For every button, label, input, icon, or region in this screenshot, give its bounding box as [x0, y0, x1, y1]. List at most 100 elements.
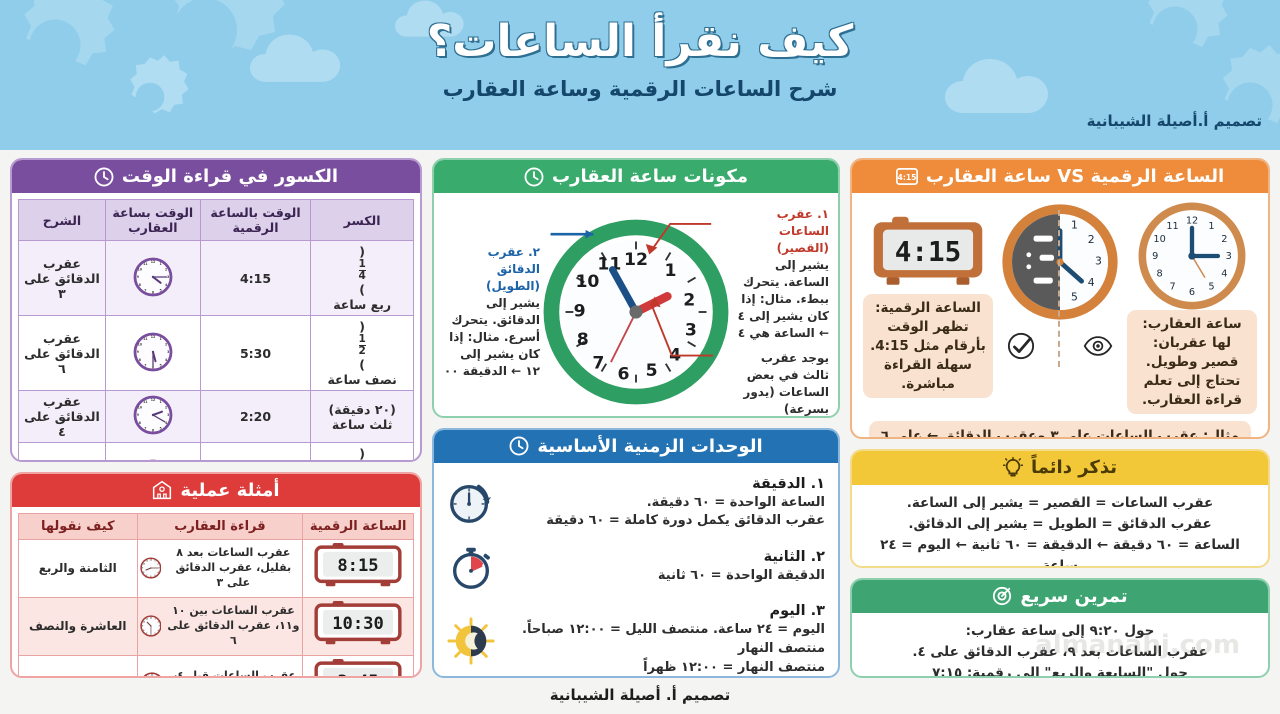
card-title-fractions: الكسور في قراءة الوقت: [121, 166, 339, 187]
card-header-time-units: الوحدات الزمنية الأساسية: [434, 429, 838, 463]
exercise-line-2: عقرب الساعات بعد ٩، عقرب الدقائق على ٤.: [912, 643, 1208, 660]
fraction-name: نصف ساعة: [327, 372, 397, 388]
hour-hand-annotation: ١. عقرب الساعات (القصير) يشير إلى الساعة…: [732, 200, 829, 416]
cell-how-we-say: العاشرة والنصف: [18, 596, 138, 656]
card-title-digital-vs-analog: الساعة الرقمية VS ساعة العقارب: [925, 166, 1225, 187]
svg-text:8: 8: [1157, 269, 1163, 280]
svg-text:1: 1: [159, 262, 161, 266]
table-row: 8:15 عقرب الساعات بعد ٨ بقليل، عقرب الدق…: [18, 538, 414, 598]
svg-text:11: 11: [145, 619, 148, 621]
digital-label: الساعة الرقمية:: [875, 300, 981, 316]
table-row: 10:30 عقرب الساعات بين ١٠ و١١، عقرب الدق…: [18, 596, 414, 656]
svg-text:12: 12: [1186, 216, 1198, 227]
analog-reading-text: عقرب الساعات بعد ٨ بقليل، عقرب الدقائق ع…: [175, 545, 292, 589]
cell-digital-time: 1:45: [199, 442, 312, 460]
svg-text:5: 5: [154, 575, 156, 577]
unit-row-minute: ١. الدقيقة الساعة الواحدة = ٦٠ دقيقة. عق…: [443, 470, 829, 538]
card-body-exercise: حول ٩:٢٠ إلى ساعة عقارب: عقرب الساعات بع…: [852, 613, 1268, 676]
remember-line-2: عقرب الدقائق = الطويل = يشير إلى الدقائق…: [908, 515, 1212, 532]
card-examples: أمثلة عملية الساعة الرقمية قراءة العقارب…: [10, 471, 422, 678]
svg-text:8: 8: [139, 357, 142, 361]
table-row: 3:45 عقرب الساعات قبل ٤، عقرب الدقائق عل…: [18, 654, 414, 677]
digital-description-bubble: الساعة الرقمية: تظهر الوقت بأرقام مثل 4:…: [862, 294, 993, 399]
svg-text:2: 2: [1221, 234, 1227, 245]
unit-title-minute: ١. الدقيقة: [752, 475, 825, 492]
clock-icon: [524, 167, 544, 187]
svg-text:1: 1: [159, 400, 161, 404]
svg-text:7: 7: [592, 353, 604, 373]
analog-reading-text: عقرب الساعات بين ١٠ و١١، عقرب الدقائق عل…: [167, 603, 300, 647]
cell-explanation: عقرب الدقائق على ٦: [18, 315, 106, 392]
svg-text:12: 12: [151, 335, 155, 339]
svg-text:12: 12: [149, 617, 152, 619]
hour-hand-lead: ١. عقرب الساعات (القصير): [776, 206, 829, 255]
exercise-line-1: حول ٩:٢٠ إلى ساعة عقارب:: [965, 622, 1155, 639]
svg-text:4: 4: [669, 346, 681, 366]
svg-text:2: 2: [165, 342, 167, 346]
digital-clock-illustration: 4:15: [873, 216, 983, 285]
col-digital-clock: الساعة الرقمية: [302, 512, 414, 540]
lightbulb-icon: [1002, 456, 1023, 479]
eye-icon: [1083, 335, 1113, 361]
svg-text:1: 1: [1071, 218, 1078, 231]
house-icon: [152, 480, 172, 500]
card-time-units: الوحدات الزمنية الأساسية ١. الدقيقة السا…: [432, 427, 840, 678]
svg-text:4: 4: [165, 282, 168, 286]
svg-text:3: 3: [167, 275, 169, 279]
page-subtitle: شرح الساعات الرقمية وساعة العقارب: [442, 77, 838, 101]
card-digital-vs-analog: الساعة الرقمية VS ساعة العقارب 4:15 12 1 2: [850, 158, 1270, 439]
svg-text:9: 9: [142, 626, 144, 628]
svg-text:1: 1: [154, 619, 156, 621]
fractions-table: الكسر الوقت بالساعة الرقمية الوقت بساعة …: [18, 199, 414, 460]
minute-hand-text: يشير إلى الدقائق. يتحرك أسرع. مثال: إذا …: [443, 295, 540, 379]
svg-text:6: 6: [150, 634, 152, 636]
vertical-divider: [1058, 210, 1060, 367]
svg-text:12: 12: [150, 675, 153, 677]
card-remember: تذكر دائماً عقرب الساعات = القصير = يشير…: [850, 448, 1270, 568]
fractions-table-header-row: الكسر الوقت بالساعة الرقمية الوقت بساعة …: [18, 199, 414, 241]
digital-time-display: 4:15: [895, 235, 961, 268]
svg-text:8: 8: [577, 330, 589, 350]
card-body-remember: عقرب الساعات = القصير = يشير إلى الساعة.…: [852, 485, 1268, 566]
col-explanation: الشرح: [18, 199, 106, 241]
card-header-examples: أمثلة عملية: [12, 473, 420, 507]
target-icon: [992, 586, 1012, 606]
svg-text:9: 9: [137, 350, 140, 354]
cell-explanation: عقرب الدقائق على ٤: [18, 390, 106, 444]
column-right: الساعة الرقمية VS ساعة العقارب 4:15 12 1 2: [850, 158, 1270, 678]
svg-text:3: 3: [158, 568, 160, 570]
svg-text:6: 6: [152, 428, 155, 432]
gear-decoration-icon: [130, 55, 189, 114]
rotating-clock-icon: [450, 485, 492, 524]
card-title-exercise: تمرين سريع: [1020, 585, 1128, 607]
digital-clock-side: 4:15 الساعة الرقمية: تظهر الوقت بأرقام م…: [862, 202, 993, 399]
cell-fraction: (34)ثلاثة أرباع: [310, 442, 414, 460]
card-title-time-units: الوحدات الزمنية الأساسية: [537, 435, 763, 457]
svg-text:9: 9: [1152, 251, 1158, 262]
gear-decoration-icon: [1148, 0, 1228, 52]
svg-text:8:15: 8:15: [338, 556, 379, 576]
card-header-clock-components: مكونات ساعة العقارب: [434, 160, 838, 193]
cloud-decoration-icon: [945, 59, 1048, 113]
cloud-decoration-icon: [395, 0, 464, 37]
card-header-exercise: تمرين سريع: [852, 579, 1268, 613]
svg-text:8: 8: [143, 630, 145, 632]
clock-icon: [509, 436, 529, 456]
page-title: كيف نقرأ الساعات؟: [426, 16, 854, 67]
svg-text:5: 5: [646, 361, 658, 381]
svg-text:3: 3: [167, 413, 169, 417]
card-body-clock-components: ١. عقرب الساعات (القصير) يشير إلى الساعة…: [434, 193, 838, 416]
svg-text:5: 5: [1208, 281, 1214, 292]
page-footer: تصميم أ. أصيلة الشيبانية: [0, 678, 1280, 712]
svg-text:8: 8: [139, 421, 142, 425]
col-analog-time: الوقت بساعة العقارب: [104, 199, 201, 241]
examples-table: الساعة الرقمية قراءة العقارب كيف نقولها …: [18, 512, 414, 677]
cell-explanation: عقرب الدقائق على ٣: [18, 239, 106, 317]
svg-text:4:15: 4:15: [897, 173, 916, 182]
card-header-remember: تذكر دائماً: [852, 450, 1268, 485]
svg-text:12: 12: [149, 559, 152, 561]
